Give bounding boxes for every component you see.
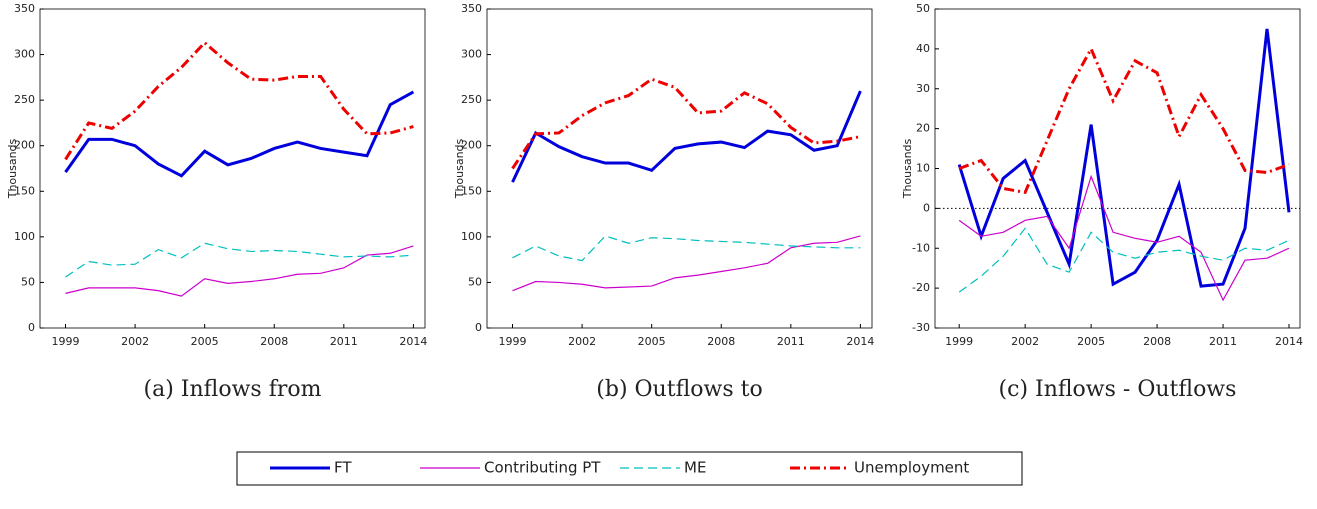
series-line [65, 245, 414, 297]
x-tick-label: 2005 [191, 335, 219, 348]
series-line [957, 28, 1291, 288]
y-tick-label: 10 [916, 162, 930, 175]
x-tick-label: 2005 [1077, 335, 1105, 348]
x-tick-label: 1999 [499, 335, 527, 348]
y-tick-label: 50 [468, 275, 482, 288]
series-line [958, 45, 1290, 195]
x-tick-label: 2008 [707, 335, 735, 348]
y-tick-label: 200 [461, 139, 482, 152]
y-tick-label: 100 [461, 230, 482, 243]
y-tick-label: 150 [461, 184, 482, 197]
x-tick-label: 2002 [568, 335, 596, 348]
y-tick-label: 100 [14, 230, 35, 243]
x-tick-label: 2008 [260, 335, 288, 348]
x-tick-label: 1999 [52, 335, 80, 348]
y-tick-label: 350 [14, 2, 35, 15]
y-tick-label: 50 [21, 275, 35, 288]
x-tick-label: 2008 [1143, 335, 1171, 348]
y-tick-label: 300 [14, 48, 35, 61]
x-tick-label: 2011 [1209, 335, 1237, 348]
y-tick-label: 0 [475, 321, 482, 334]
y-tick-label: 20 [916, 122, 930, 135]
legend-label: Contributing PT [484, 459, 601, 477]
plot-frame [39, 8, 426, 329]
caption: (a) Inflows from [144, 377, 322, 402]
legend-label: FT [334, 459, 352, 477]
x-tick-label: 2002 [121, 335, 149, 348]
x-tick-label: 2011 [777, 335, 805, 348]
legend-box [236, 451, 1023, 486]
legend-label: ME [684, 459, 706, 477]
x-tick-label: 2011 [330, 335, 358, 348]
x-tick-label: 2014 [399, 335, 427, 348]
y-tick-label: 200 [14, 139, 35, 152]
y-tick-label: -10 [912, 241, 930, 254]
series-line [958, 174, 1290, 302]
x-tick-label: 2002 [1011, 335, 1039, 348]
series-line [512, 235, 861, 262]
y-tick-label: 300 [461, 48, 482, 61]
legend-label: Unemployment [854, 459, 969, 477]
y-tick-label: -20 [912, 281, 930, 294]
y-tick-label: 250 [14, 93, 35, 106]
x-tick-label: 2005 [638, 335, 666, 348]
y-tick-label: 0 [923, 201, 930, 214]
series-line [512, 235, 861, 292]
y-tick-label: 0 [28, 321, 35, 334]
y-tick-label: 40 [916, 42, 930, 55]
series-line [511, 77, 861, 170]
y-axis-label: Thousands [453, 138, 466, 199]
caption: (b) Outflows to [596, 377, 762, 402]
series-line [65, 242, 414, 278]
x-tick-label: 2014 [846, 335, 874, 348]
y-tick-label: 50 [916, 2, 930, 15]
y-tick-label: -30 [912, 321, 930, 334]
y-tick-label: 350 [461, 2, 482, 15]
series-line [64, 90, 415, 178]
y-tick-label: 30 [916, 82, 930, 95]
y-tick-label: 250 [461, 93, 482, 106]
series-line [511, 90, 862, 183]
y-axis-label: Thousands [6, 138, 19, 199]
y-tick-label: 150 [14, 184, 35, 197]
series-line [64, 40, 414, 161]
series-line [958, 227, 1290, 293]
y-axis-label: Thousands [901, 138, 914, 199]
plot-frame [486, 8, 873, 329]
x-tick-label: 2014 [1275, 335, 1303, 348]
caption: (c) Inflows - Outflows [999, 377, 1237, 402]
x-tick-label: 1999 [945, 335, 973, 348]
